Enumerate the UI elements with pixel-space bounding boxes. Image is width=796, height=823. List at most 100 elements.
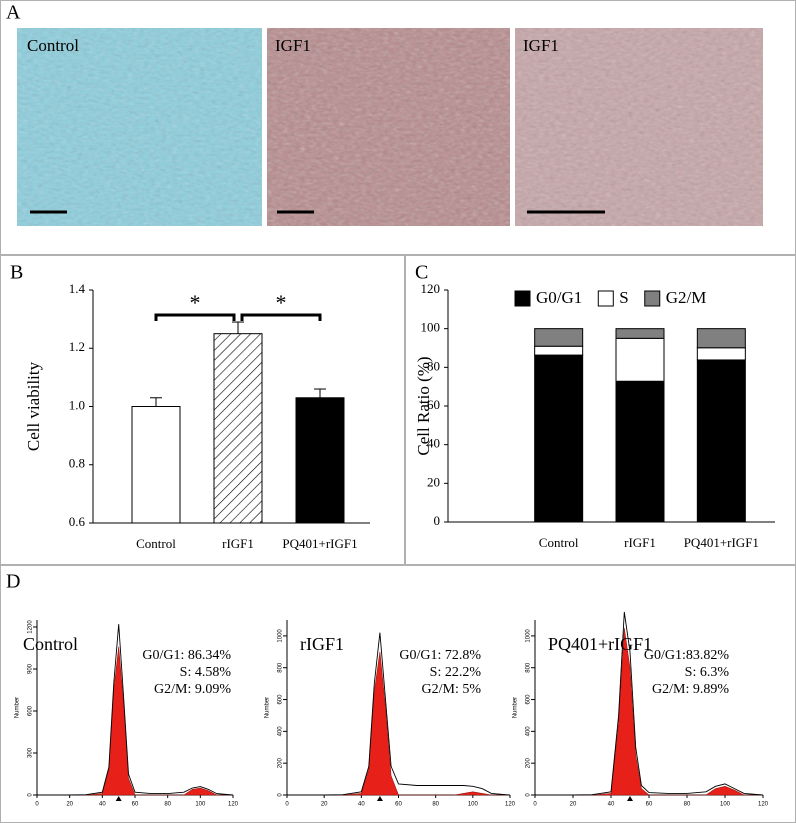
panel-label: D: [6, 571, 20, 593]
x-tick-label: 20: [66, 802, 73, 808]
significance-label: *: [190, 290, 201, 315]
y-tick-label: 400: [278, 726, 284, 737]
image-texture: [267, 28, 510, 226]
y-axis-label: Number: [513, 697, 519, 718]
model-area: [535, 627, 763, 796]
y-tick-label: 800: [278, 662, 284, 673]
y-tick-label: 200: [278, 758, 284, 769]
y-tick-label: 600: [526, 694, 532, 705]
x-tick-label: 60: [132, 802, 139, 808]
image-label: IGF1: [275, 36, 311, 55]
y-tick-label: 1.2: [69, 339, 85, 354]
histogram-title: Control: [23, 634, 78, 654]
x-tick-label: 120: [758, 802, 769, 808]
x-tick-label: PQ401+rIGF1: [282, 536, 357, 551]
y-axis-label: Number: [265, 697, 271, 718]
legend-swatch: [597, 290, 614, 307]
panel-label: A: [6, 2, 21, 24]
y-tick-label: 100: [421, 320, 441, 335]
significance-bracket: [154, 313, 236, 321]
y-tick-label: 0: [434, 513, 441, 528]
bar-segment: [534, 328, 584, 347]
y-axis-label: Number: [15, 697, 21, 718]
legend-label: G2/M: [666, 288, 707, 307]
y-tick-label: 1200: [28, 620, 34, 634]
bar: [131, 406, 181, 524]
x-tick-label: Control: [136, 536, 176, 551]
x-tick-label: 40: [608, 802, 615, 808]
y-tick-label: 300: [28, 747, 34, 758]
y-tick-label: 0: [526, 793, 532, 797]
y-tick-label: 0: [278, 793, 284, 797]
image-label: IGF1: [523, 36, 559, 55]
y-tick-label: 20: [427, 474, 440, 489]
bar-segment: [696, 359, 746, 523]
x-tick-label: PQ401+rIGF1: [684, 535, 759, 550]
histogram-line: [535, 611, 764, 796]
micrographs: Control IGF1 IGF1: [17, 28, 763, 226]
y-tick-label: 600: [28, 705, 34, 716]
x-tick-label: 120: [505, 802, 516, 808]
x-tick-label: 80: [684, 802, 691, 808]
bar: [213, 333, 263, 524]
panel-b-box: [0, 255, 405, 565]
model-area: [287, 651, 510, 796]
legend-label: G0/G1: [536, 288, 582, 307]
y-tick-label: 80: [427, 358, 440, 373]
bar-segment: [696, 328, 746, 349]
phase-annotation: G2/M: 5%: [422, 682, 482, 697]
y-tick-label: 1000: [526, 629, 532, 643]
x-tick-label: 60: [646, 802, 653, 808]
legend-swatch: [644, 290, 661, 307]
y-axis-label: Cell Ratio (%): [414, 356, 433, 455]
histogram-title: rIGF1: [300, 634, 344, 654]
panel-label: C: [415, 262, 428, 284]
phase-annotation: S: 6.3%: [685, 665, 730, 680]
bar-segment: [615, 380, 665, 523]
phase-annotation: G0/G1: 86.34%: [142, 648, 231, 663]
y-tick-label: 1.0: [69, 397, 85, 412]
y-tick-label: 200: [526, 758, 532, 769]
y-tick-label: 0: [28, 793, 34, 797]
x-tick-label: 0: [35, 802, 39, 808]
bar-segment: [534, 354, 584, 523]
x-tick-label: 40: [358, 802, 365, 808]
x-tick-label: 100: [195, 802, 206, 808]
x-tick-label: 20: [321, 802, 328, 808]
y-axis-label: Cell viability: [24, 361, 43, 451]
y-tick-label: 40: [427, 436, 440, 451]
x-tick-label: 0: [285, 802, 289, 808]
y-tick-label: 1.4: [69, 281, 86, 296]
x-tick-label: 120: [228, 802, 239, 808]
histogram-line: [37, 624, 234, 796]
peak-marker: [627, 796, 633, 801]
y-tick-label: 900: [28, 663, 34, 674]
y-tick-label: 0.6: [69, 514, 86, 529]
x-tick-label: 0: [533, 802, 537, 808]
x-tick-label: 80: [432, 802, 439, 808]
x-tick-label: 40: [99, 802, 106, 808]
significance-bracket: [240, 313, 322, 321]
y-tick-label: 60: [427, 397, 440, 412]
histogram-title: PQ401+rIGF1: [548, 634, 652, 654]
y-tick-label: 400: [526, 726, 532, 737]
bar-segment: [615, 337, 665, 382]
histogram-line: [287, 632, 511, 796]
y-tick-label: 800: [526, 662, 532, 673]
x-tick-label: rIGF1: [222, 536, 254, 551]
legend-swatch: [514, 290, 531, 307]
peak-marker: [376, 796, 383, 801]
y-tick-label: 0.8: [69, 456, 85, 471]
panel-label: B: [10, 262, 23, 284]
x-tick-label: 100: [468, 802, 479, 808]
legend-label: S: [619, 288, 628, 307]
x-tick-label: 80: [164, 802, 171, 808]
x-tick-label: 60: [395, 802, 402, 808]
phase-annotation: G2/M: 9.09%: [154, 682, 231, 697]
phase-annotation: S: 4.58%: [180, 665, 232, 680]
x-tick-label: rIGF1: [624, 535, 656, 550]
image-label: Control: [27, 36, 79, 55]
y-tick-label: 600: [278, 694, 284, 705]
y-tick-label: 1000: [278, 629, 284, 643]
